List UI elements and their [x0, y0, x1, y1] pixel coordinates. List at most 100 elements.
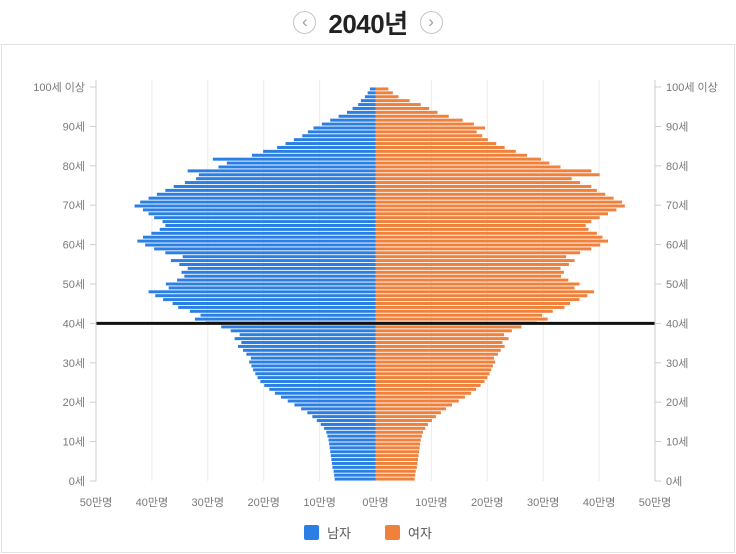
- male-bar: [184, 181, 376, 185]
- male-bar: [154, 216, 376, 220]
- legend-item-male[interactable]: 남자: [304, 523, 351, 542]
- female-bar: [375, 329, 512, 333]
- legend-item-female[interactable]: 여자: [385, 523, 432, 542]
- female-bar: [375, 270, 564, 274]
- male-bar: [301, 407, 376, 411]
- female-bar: [375, 348, 501, 352]
- female-bar: [375, 415, 436, 419]
- value-tick-label: 0만명: [362, 496, 388, 509]
- female-bar: [375, 266, 561, 270]
- female-bar: [375, 465, 417, 469]
- legend-label-male: 남자: [327, 525, 351, 541]
- age-tick-label: 100세 이상: [666, 81, 718, 94]
- female-bar: [375, 473, 416, 477]
- year-navigation-header: ‹ 2040년 ›: [0, 0, 736, 44]
- male-bar: [263, 149, 376, 153]
- male-bar: [255, 372, 376, 376]
- female-bar: [375, 356, 495, 360]
- female-bar: [375, 126, 486, 130]
- chevron-right-icon: ›: [428, 11, 434, 31]
- female-bar: [375, 302, 571, 306]
- value-tick-label: 50만명: [639, 496, 671, 509]
- female-bar: [375, 239, 609, 243]
- male-bar: [221, 325, 376, 329]
- male-bar: [338, 114, 376, 118]
- female-bar: [375, 309, 553, 313]
- previous-year-button[interactable]: ‹: [293, 10, 317, 34]
- chart-legend: 남자 여자: [0, 518, 736, 546]
- age-tick-label: 10세: [63, 436, 85, 449]
- female-bar: [375, 387, 477, 391]
- male-bar: [194, 317, 376, 321]
- male-bar: [331, 461, 376, 465]
- male-bar: [269, 387, 376, 391]
- male-bar: [312, 415, 376, 419]
- age-tick-label: 20세: [63, 396, 85, 409]
- female-bar: [375, 450, 420, 454]
- female-bar: [375, 177, 572, 181]
- male-bar: [264, 383, 376, 387]
- male-bar: [250, 356, 376, 360]
- male-bar: [170, 259, 376, 263]
- male-bar: [327, 434, 376, 438]
- male-bar: [196, 177, 376, 181]
- female-bar: [375, 422, 429, 426]
- female-bar: [375, 344, 505, 348]
- female-bar: [375, 477, 415, 481]
- male-bar: [321, 122, 376, 126]
- female-bar: [375, 403, 453, 407]
- female-bar: [375, 446, 420, 450]
- male-bar: [287, 399, 376, 403]
- male-bar: [148, 196, 376, 200]
- male-bar: [162, 220, 376, 224]
- male-bar: [346, 110, 376, 114]
- female-bar: [375, 294, 588, 298]
- female-bar: [375, 231, 597, 235]
- male-bar: [281, 395, 376, 399]
- male-bar: [177, 278, 376, 282]
- male-bar: [302, 134, 376, 138]
- male-color-swatch: [304, 524, 320, 540]
- age-tick-label: 90세: [63, 120, 85, 133]
- male-bar: [165, 251, 376, 255]
- male-bar: [330, 450, 376, 454]
- male-bar: [163, 298, 376, 302]
- female-bar: [375, 161, 550, 165]
- male-bar: [142, 235, 376, 239]
- female-bar: [375, 442, 421, 446]
- value-tick-label: 40만명: [136, 496, 168, 509]
- female-bar: [375, 251, 581, 255]
- female-bar: [375, 469, 416, 473]
- age-tick-label: 20세: [666, 396, 688, 409]
- female-bar: [375, 87, 389, 91]
- male-bar: [330, 118, 376, 122]
- female-bar: [375, 286, 575, 290]
- male-bar: [212, 157, 376, 161]
- next-year-button[interactable]: ›: [419, 10, 443, 34]
- male-bar: [187, 266, 376, 270]
- male-bar: [360, 99, 376, 103]
- female-bar: [375, 337, 509, 341]
- age-tick-label: 60세: [63, 239, 85, 252]
- female-bar: [375, 134, 483, 138]
- female-bar: [375, 391, 472, 395]
- value-tick-label: 10만명: [415, 496, 447, 509]
- female-bar: [375, 145, 505, 149]
- male-bar: [249, 360, 376, 364]
- male-bar: [172, 302, 376, 306]
- female-bar: [375, 282, 580, 286]
- male-bar: [200, 313, 376, 317]
- age-tick-label: 40세: [666, 317, 688, 330]
- age-tick-label: 80세: [666, 160, 688, 173]
- female-bar: [375, 149, 516, 153]
- male-bar: [165, 223, 376, 227]
- male-bar: [364, 95, 376, 99]
- female-bar: [375, 247, 592, 251]
- male-bar: [140, 200, 376, 204]
- female-bar: [375, 305, 565, 309]
- female-bar: [375, 212, 609, 216]
- age-tick-label: 0세: [69, 475, 85, 488]
- male-bar: [187, 169, 376, 173]
- male-bar: [330, 454, 376, 458]
